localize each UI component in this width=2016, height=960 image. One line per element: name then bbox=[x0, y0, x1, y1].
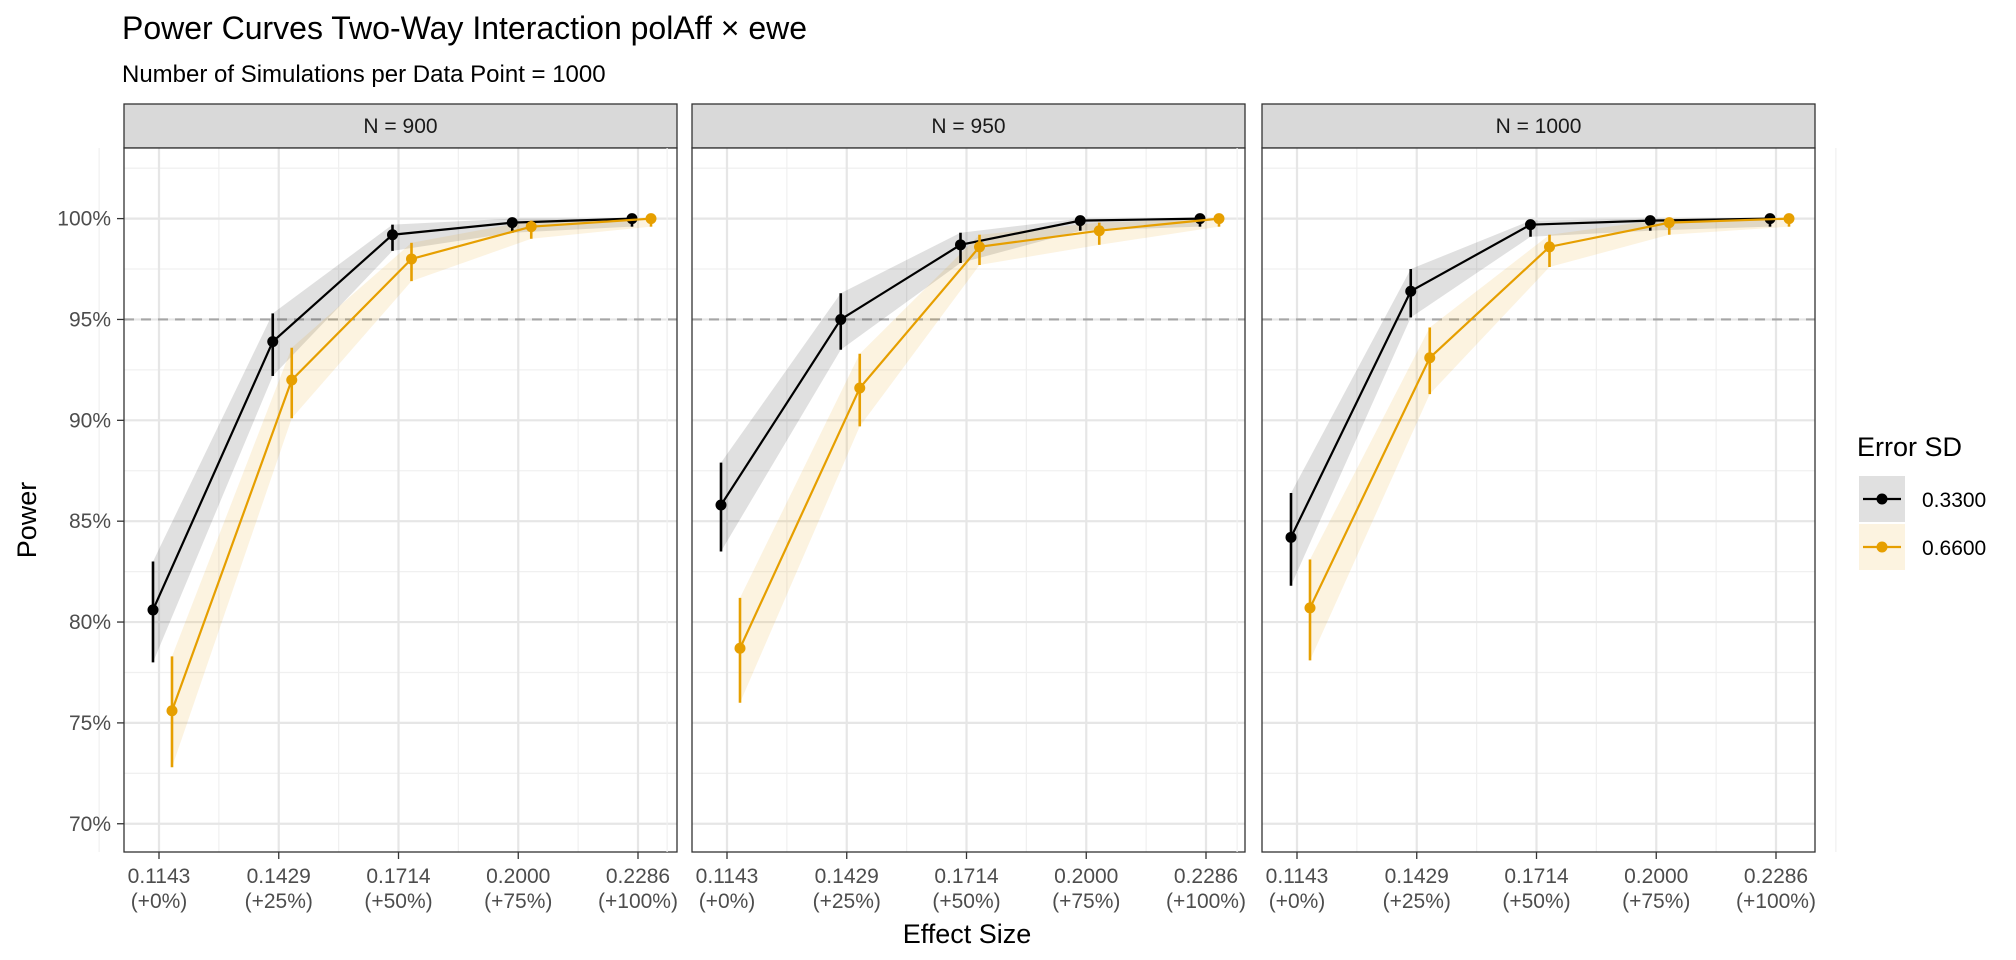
strip-label: N = 1000 bbox=[1496, 115, 1582, 138]
x-tick-sublabel: (+25%) bbox=[1383, 890, 1451, 913]
legend-label: 0.3300 bbox=[1922, 489, 1986, 512]
data-point bbox=[1093, 225, 1105, 237]
data-point bbox=[1194, 213, 1206, 225]
x-tick-label: 0.1714 bbox=[366, 865, 431, 888]
confidence-ribbon bbox=[740, 218, 1219, 703]
x-tick-label: 0.1143 bbox=[1266, 865, 1329, 888]
x-tick-sublabel: (+100%) bbox=[598, 890, 678, 913]
x-tick-sublabel: (+75%) bbox=[484, 890, 552, 913]
data-point bbox=[955, 239, 966, 251]
data-point bbox=[286, 374, 298, 386]
y-tick-label: 70% bbox=[69, 813, 111, 836]
x-tick-sublabel: (+50%) bbox=[932, 890, 1000, 913]
x-tick-sublabel: (+75%) bbox=[1622, 890, 1690, 913]
facet-panels: N = 9000.1143(+0%)0.1429(+25%)0.1714(+50… bbox=[57, 103, 1837, 913]
strip-background bbox=[123, 103, 678, 149]
data-point bbox=[525, 221, 537, 233]
data-point bbox=[1783, 213, 1795, 225]
x-tick-sublabel: (+0%) bbox=[1269, 890, 1326, 913]
facet-panel: N = 900 0.1143(+0%) 0.1429(+25%) 0.1714(+50… bbox=[98, 103, 699, 913]
data-point bbox=[734, 642, 746, 654]
x-tick-sublabel: (+75%) bbox=[1052, 890, 1120, 913]
x-tick-sublabel: (+100%) bbox=[1166, 890, 1246, 913]
data-point bbox=[1424, 352, 1436, 364]
x-tick-label: 0.2000 bbox=[486, 865, 550, 888]
panel-border bbox=[691, 147, 1246, 853]
strip-background bbox=[691, 103, 1246, 149]
data-point bbox=[1405, 285, 1417, 297]
strip-background bbox=[1261, 103, 1816, 149]
y-axis-title: Power bbox=[12, 482, 42, 559]
x-tick-label: 0.2286 bbox=[606, 865, 670, 888]
legend-label: 0.6600 bbox=[1922, 537, 1986, 560]
x-tick-label: 0.2286 bbox=[1174, 865, 1238, 888]
legend: Error SD 0.3300 0.6600 bbox=[1857, 432, 1986, 570]
data-point bbox=[1644, 215, 1656, 227]
chart-subtitle: Number of Simulations per Data Point = 1… bbox=[122, 61, 606, 88]
chart-title: Power Curves Two-Way Interaction polAff … bbox=[122, 10, 807, 46]
x-tick-sublabel: (+50%) bbox=[364, 890, 432, 913]
facet-panel: N = 950 0.1143(+0%) 0.1429(+25%) 0.1714(+50… bbox=[666, 103, 1267, 913]
data-point bbox=[835, 313, 847, 325]
x-axis-title: Effect Size bbox=[903, 919, 1032, 949]
x-tick-label: 0.1429 bbox=[247, 865, 311, 888]
x-tick-sublabel: (+25%) bbox=[813, 890, 881, 913]
panel-border bbox=[1261, 147, 1816, 853]
legend-key-point bbox=[1876, 541, 1888, 553]
data-point bbox=[267, 336, 279, 348]
data-point bbox=[974, 241, 985, 253]
data-point bbox=[506, 217, 518, 229]
x-tick-sublabel: (+25%) bbox=[245, 890, 313, 913]
data-point bbox=[626, 213, 638, 225]
y-tick-label: 90% bbox=[69, 409, 111, 432]
x-tick-sublabel: (+0%) bbox=[699, 890, 756, 913]
facet-panel: N = 1000 0.1143(+0%) 0.1429(+25%) 0.1714(+5… bbox=[1236, 103, 1837, 913]
data-point bbox=[1074, 215, 1086, 227]
x-tick-label: 0.1714 bbox=[934, 865, 999, 888]
data-point bbox=[406, 253, 417, 265]
x-tick-label: 0.1143 bbox=[128, 865, 191, 888]
plot-background bbox=[1262, 148, 1815, 852]
plot-background bbox=[692, 148, 1245, 852]
data-point bbox=[715, 499, 727, 511]
data-point bbox=[854, 382, 866, 394]
data-point bbox=[387, 229, 398, 241]
data-point bbox=[1304, 602, 1316, 614]
x-tick-label: 0.1143 bbox=[696, 865, 759, 888]
y-tick-label: 80% bbox=[69, 611, 111, 634]
x-tick-sublabel: (+0%) bbox=[131, 890, 188, 913]
x-tick-label: 0.1429 bbox=[1385, 865, 1449, 888]
strip-label: N = 900 bbox=[363, 115, 437, 138]
panel-border bbox=[123, 147, 678, 853]
strip-label: N = 950 bbox=[931, 115, 1005, 138]
data-point bbox=[166, 705, 178, 717]
data-point bbox=[1213, 213, 1225, 225]
y-tick-label: 95% bbox=[69, 308, 111, 331]
x-tick-label: 0.2286 bbox=[1744, 865, 1808, 888]
x-tick-label: 0.1714 bbox=[1504, 865, 1569, 888]
data-point bbox=[645, 213, 657, 225]
data-point bbox=[1544, 241, 1555, 253]
x-tick-label: 0.2000 bbox=[1054, 865, 1118, 888]
data-point bbox=[147, 604, 159, 616]
legend-title: Error SD bbox=[1857, 432, 1962, 462]
y-tick-label: 100% bbox=[57, 208, 111, 231]
x-tick-sublabel: (+100%) bbox=[1736, 890, 1816, 913]
data-point bbox=[1663, 217, 1675, 229]
data-point bbox=[1285, 531, 1297, 543]
plot-background bbox=[124, 148, 677, 852]
x-tick-label: 0.2000 bbox=[1624, 865, 1688, 888]
data-point bbox=[1525, 219, 1536, 231]
legend-key-point bbox=[1876, 493, 1888, 505]
y-tick-label: 85% bbox=[69, 510, 111, 533]
x-tick-label: 0.1429 bbox=[815, 865, 879, 888]
x-tick-sublabel: (+50%) bbox=[1502, 890, 1570, 913]
y-tick-label: 75% bbox=[69, 712, 111, 735]
